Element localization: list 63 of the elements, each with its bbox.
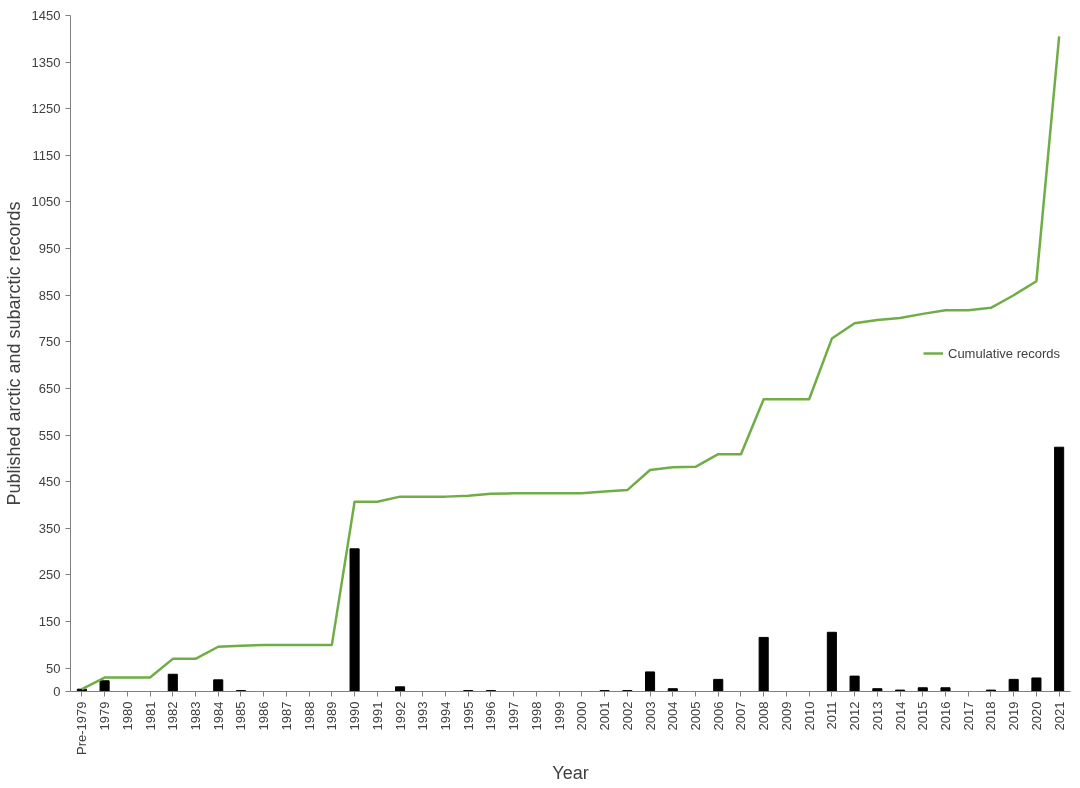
x-tick-label: 2018 — [983, 701, 999, 731]
x-tick-label: 1981 — [142, 701, 158, 731]
x-tick-label: 1982 — [165, 701, 181, 731]
x-axis-title: Year — [552, 762, 589, 783]
x-tick-label: 1998 — [528, 701, 544, 731]
x-tick-label: 2000 — [574, 701, 590, 731]
x-tick-label: Pre-1979 — [74, 701, 90, 755]
x-tick-label: 1996 — [483, 701, 499, 731]
x-tick-label: 1984 — [210, 701, 226, 731]
x-tick-label: 2007 — [733, 701, 749, 731]
y-tick-label: 650 — [38, 380, 61, 396]
y-tick-label: 350 — [38, 520, 61, 536]
y-tick-label: 1250 — [31, 101, 61, 117]
y-tick-label: 450 — [38, 474, 61, 490]
x-tick-label: 1997 — [506, 701, 522, 731]
x-tick-label: 2013 — [869, 701, 885, 731]
x-tick-label: 1983 — [188, 701, 203, 731]
y-tick-label: 1450 — [31, 8, 61, 23]
y-tick-label: 50 — [46, 660, 61, 676]
y-tick-label: 950 — [38, 241, 61, 257]
x-tick-label: 1986 — [256, 701, 272, 731]
x-tick-label: 1987 — [278, 701, 294, 731]
y-tick-label: 1350 — [31, 54, 61, 70]
x-tick-label: 2005 — [688, 701, 703, 731]
x-tick-label: 1990 — [347, 701, 363, 731]
x-tick-label: 2020 — [1028, 701, 1044, 731]
y-tick-label: 1150 — [32, 147, 61, 163]
x-tick-label: 1980 — [119, 701, 135, 731]
x-tick-label: 2002 — [619, 701, 635, 731]
x-tick-label: 1995 — [460, 701, 476, 731]
x-tick-label: 2021 — [1051, 701, 1067, 731]
x-tick-label: 1993 — [415, 701, 431, 731]
y-tick-label: 250 — [38, 567, 61, 583]
x-tick-label: 2006 — [710, 701, 726, 731]
x-tick-label: 1988 — [301, 701, 317, 731]
y-tick-label: 0 — [53, 684, 61, 699]
x-tick-label: 2003 — [642, 701, 658, 731]
x-tick-label: 1985 — [233, 701, 249, 731]
x-tick-label: 2015 — [915, 701, 931, 731]
y-tick-label: 1050 — [31, 194, 61, 210]
x-tick-label: 2014 — [892, 701, 908, 731]
x-tick-label: 2019 — [1006, 701, 1022, 731]
y-tick-label: 550 — [38, 427, 61, 443]
y-axis-title: Published arctic and subarctic records — [3, 201, 24, 506]
x-tick-label: 1989 — [324, 701, 340, 731]
x-tick-label: 2009 — [778, 701, 794, 731]
x-tick-label: 1992 — [392, 701, 408, 731]
x-tick-label: 1999 — [551, 701, 567, 731]
x-tick-label: 2017 — [960, 701, 976, 731]
x-tick-label: 2004 — [665, 701, 681, 731]
y-tick-label: 750 — [38, 334, 61, 350]
x-tick-label: 1991 — [369, 701, 385, 731]
y-tick-label: 850 — [38, 287, 61, 303]
x-tick-label: 1994 — [438, 701, 453, 731]
x-tick-label: 2012 — [847, 701, 863, 731]
x-tick-label: 2001 — [597, 701, 613, 731]
y-tick-label: 150 — [38, 614, 61, 630]
legend-label: Cumulative records — [948, 345, 1060, 361]
x-tick-label: 2011 — [824, 701, 840, 730]
x-tick-label: 1979 — [97, 701, 113, 731]
x-tick-label: 2008 — [756, 701, 772, 731]
x-tick-label: 2016 — [938, 701, 953, 731]
x-tick-label: 2010 — [801, 701, 817, 731]
